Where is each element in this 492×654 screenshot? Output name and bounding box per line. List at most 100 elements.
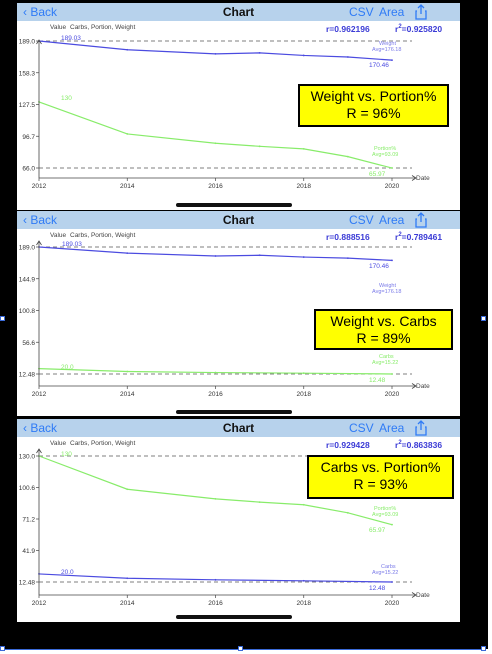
selection-border (1, 649, 485, 650)
series-names-label: Carbs, Portion, Weight (70, 232, 136, 239)
y-tick-label: 158.3 (19, 70, 36, 77)
data-point (126, 252, 129, 255)
value-axis-label: Value (50, 232, 67, 239)
back-button[interactable]: ‹ Back (23, 4, 57, 20)
back-button[interactable]: ‹ Back (23, 212, 57, 228)
data-point (391, 259, 393, 262)
top-series-avg: Avg=176.18 (372, 47, 401, 53)
csv-button[interactable]: CSV (349, 213, 374, 227)
callout-r-value: R = 96% (346, 105, 401, 121)
y-tick-label: 12.48 (19, 372, 36, 379)
r-squared-value: r2=0.925820 (395, 24, 443, 34)
y-tick-label: 100.6 (19, 485, 36, 492)
x-tick-label: 2020 (385, 183, 400, 190)
value-axis-label: Value (50, 24, 67, 31)
share-icon[interactable] (414, 212, 428, 228)
y-tick-label: 12.48 (19, 580, 36, 587)
data-point (126, 133, 129, 135)
x-tick-label: 2016 (208, 183, 223, 190)
series-names-label: Carbs, Portion, Weight (70, 24, 136, 31)
data-point (302, 54, 305, 57)
data-point (258, 254, 261, 257)
x-tick-label: 2012 (32, 391, 47, 398)
callout-r-value: R = 89% (356, 330, 411, 346)
r-value: r=0.962196 (326, 24, 370, 34)
back-button[interactable]: ‹ Back (23, 420, 57, 436)
correlation-callout: Carbs vs. Portion% R = 93% (307, 455, 454, 499)
resize-handle-left[interactable] (0, 316, 5, 321)
date-axis-label: Date (416, 175, 430, 182)
y-tick-label: 96.7 (22, 134, 35, 141)
data-point (302, 147, 305, 150)
r-value: r=0.929428 (326, 440, 370, 450)
home-indicator[interactable] (176, 615, 292, 619)
data-point (214, 142, 217, 145)
y-tick-label: 56.6 (22, 340, 35, 347)
csv-button[interactable]: CSV (349, 5, 374, 19)
r-squared-value: r2=0.789461 (395, 232, 443, 242)
bottom-series-name: Portion% (374, 146, 396, 152)
bottom-series-name: Carbs (379, 354, 394, 360)
data-point (346, 155, 349, 158)
chart-panel-2: ‹ Back Chart CSV Area r=0.888516 r2=0.78… (17, 211, 460, 416)
resize-handle-right[interactable] (481, 316, 486, 321)
share-icon[interactable] (414, 420, 428, 436)
y-tick-label: 41.9 (22, 548, 35, 555)
csv-button[interactable]: CSV (349, 421, 374, 435)
data-point (302, 503, 305, 506)
share-icon[interactable] (414, 4, 428, 20)
callout-title: Weight vs. Carbs (330, 313, 437, 329)
resize-handle-bottom-right[interactable] (481, 646, 486, 651)
back-label: Back (30, 213, 58, 227)
date-axis-label: Date (416, 383, 430, 390)
y-tick-label: 189.0 (19, 245, 36, 252)
data-point (391, 373, 393, 375)
callout-title: Carbs vs. Portion% (320, 459, 441, 475)
y-tick-label: 127.5 (19, 102, 36, 109)
back-label: Back (30, 5, 58, 19)
value-axis-label: Value (50, 440, 67, 447)
home-indicator[interactable] (176, 410, 292, 414)
data-point (214, 255, 217, 257)
chart-panel-1: ‹ Back Chart CSV Area r=0.962196 r2=0.92… (17, 3, 460, 210)
data-point (302, 579, 305, 582)
chart-plot-1: 189.0 158.3 127.5 96.7 66.0 2012 2014 2016 2018 2… (19, 35, 417, 190)
area-button[interactable]: Area (379, 213, 405, 227)
top-series-start-label: 130 (61, 451, 72, 458)
home-indicator[interactable] (176, 203, 292, 207)
data-point (214, 497, 217, 500)
series-line-weight (38, 40, 393, 61)
area-button[interactable]: Area (379, 5, 405, 19)
date-axis-label: Date (416, 592, 430, 599)
data-point (258, 51, 261, 54)
resize-handle-bottom[interactable] (238, 646, 243, 651)
correlation-callout: Weight vs. Portion% R = 96% (298, 84, 449, 127)
data-point (302, 372, 305, 375)
bottom-series-start-label: 130 (61, 95, 72, 102)
top-series-name: Portion% (374, 506, 396, 512)
data-point (126, 48, 129, 51)
x-tick-label: 2014 (120, 391, 135, 398)
top-series-avg: Avg=176.18 (372, 289, 401, 295)
y-tick-label: 130.0 (19, 454, 36, 461)
r-value: r=0.888516 (326, 232, 370, 242)
bottom-series-end-label: 65.97 (369, 171, 386, 178)
chart-plot-3: 130.0 100.6 71.2 41.9 12.48 2012 2014 2016 2018 2… (19, 448, 417, 607)
data-point (391, 523, 393, 526)
bottom-series-avg: Avg=15.22 (372, 570, 398, 576)
y-tick-label: 100.8 (19, 308, 36, 315)
resize-handle-bottom-left[interactable] (0, 646, 5, 651)
data-point (214, 578, 217, 581)
series-names-label: Carbs, Portion, Weight (70, 440, 136, 447)
chevron-left-icon: ‹ (23, 421, 27, 435)
data-point (214, 371, 217, 374)
x-tick-label: 2020 (385, 391, 400, 398)
y-tick-label: 71.2 (22, 517, 35, 524)
x-tick-label: 2016 (208, 600, 223, 607)
y-tick-label: 66.0 (22, 166, 35, 173)
x-tick-label: 2012 (32, 600, 47, 607)
data-point (126, 488, 129, 491)
x-tick-label: 2014 (120, 600, 135, 607)
callout-r-value: R = 93% (353, 476, 408, 492)
area-button[interactable]: Area (379, 421, 405, 435)
